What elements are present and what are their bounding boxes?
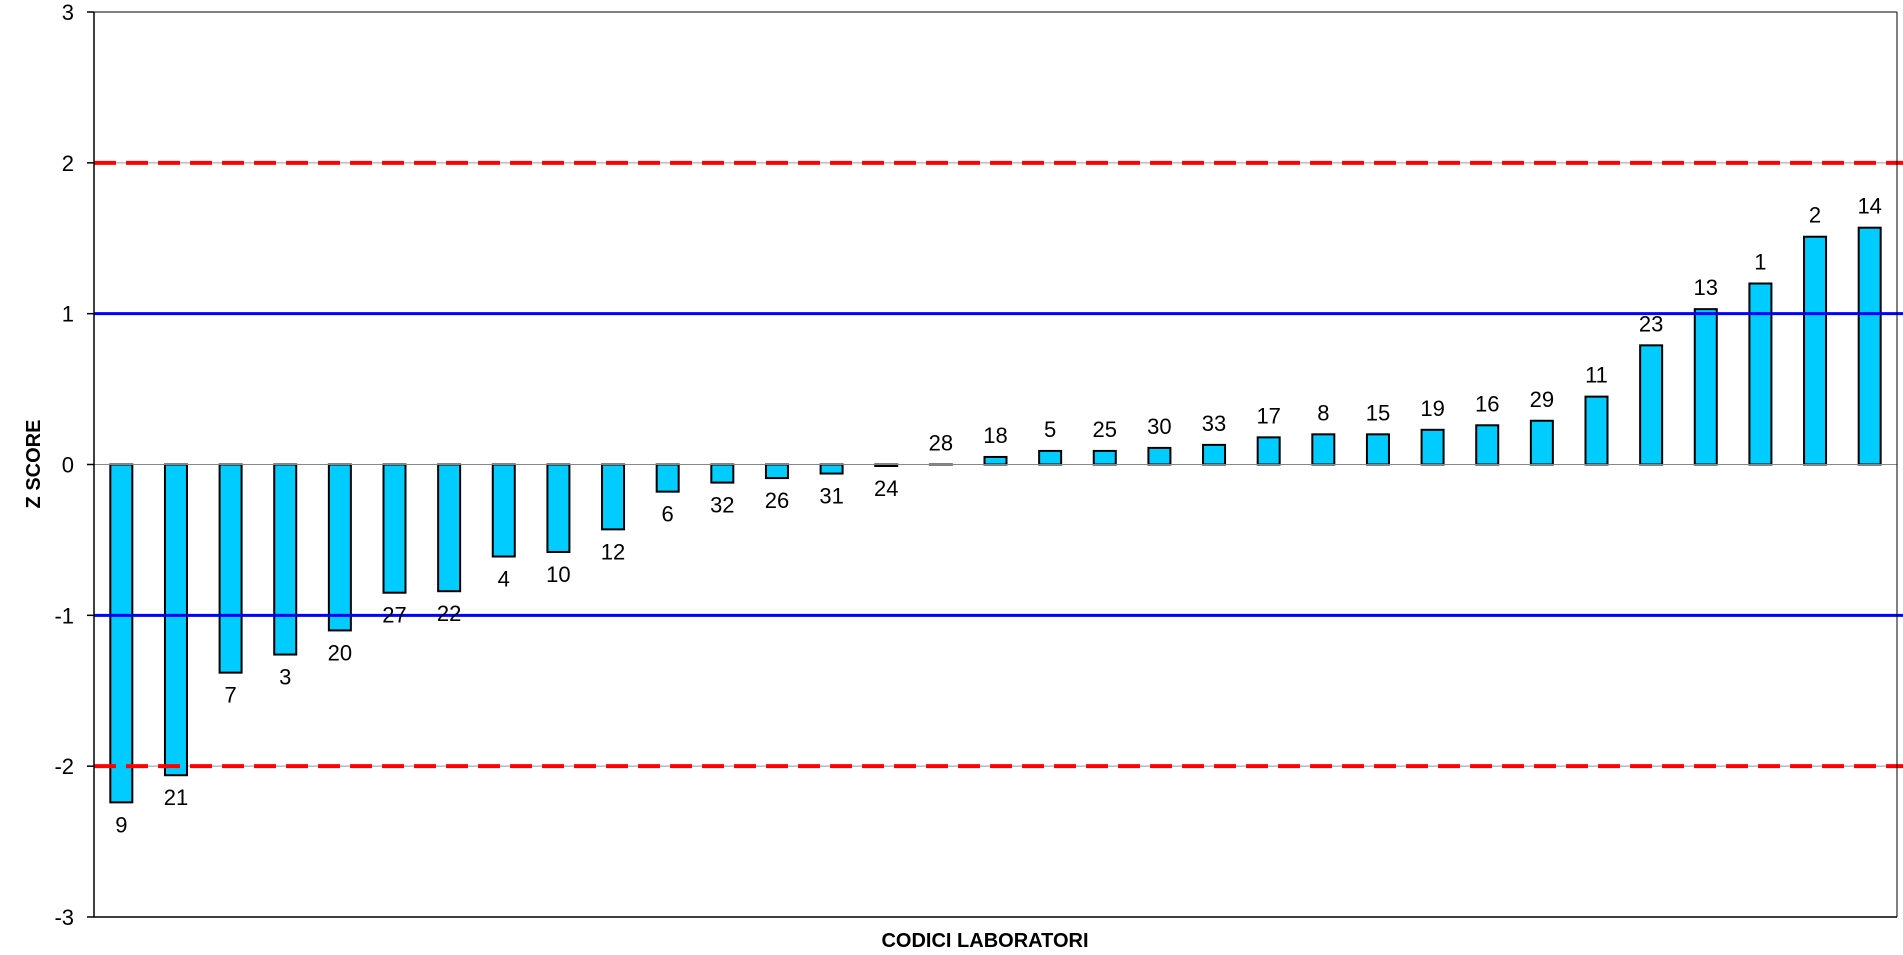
bar <box>601 463 626 531</box>
bar <box>491 463 516 558</box>
bar-label: 33 <box>1202 411 1226 436</box>
bar-label: 2 <box>1809 203 1821 228</box>
bar <box>382 463 407 594</box>
bar <box>1365 433 1390 466</box>
bar-label: 20 <box>328 640 352 665</box>
x-axis-title: CODICI LABORATORI <box>881 930 1088 952</box>
y-tick-label: 2 <box>62 151 74 176</box>
bar-label: 8 <box>1317 400 1329 425</box>
bar <box>1147 446 1172 466</box>
bar-label: 6 <box>662 502 674 527</box>
bar-label: 28 <box>929 431 953 456</box>
y-tick-label: -2 <box>54 754 74 779</box>
bar-label: 16 <box>1475 391 1499 416</box>
bar <box>655 463 680 493</box>
bar-label: 15 <box>1366 400 1390 425</box>
bar-label: 23 <box>1639 311 1663 336</box>
y-tick-label: 3 <box>62 0 74 25</box>
bar-label: 12 <box>601 539 625 564</box>
bar <box>819 463 844 475</box>
bar-label: 31 <box>819 484 843 509</box>
bar-label: 32 <box>710 493 734 518</box>
bar <box>1584 395 1609 466</box>
bar-label: 14 <box>1857 194 1881 219</box>
bar-label: 27 <box>382 603 406 628</box>
bar <box>163 463 188 777</box>
bar <box>218 463 243 674</box>
bar-label: 4 <box>498 567 510 592</box>
y-tick-label: -1 <box>54 603 74 628</box>
bar <box>1202 443 1227 466</box>
bar <box>1803 235 1828 466</box>
bar <box>1857 226 1882 466</box>
bar-label: 10 <box>546 562 570 587</box>
bars <box>109 226 1882 804</box>
y-tick-label: 0 <box>62 453 74 478</box>
bar-label: 22 <box>437 601 461 626</box>
bar <box>437 463 462 593</box>
bar <box>710 463 735 484</box>
bar <box>1693 308 1718 466</box>
y-tick-label: 1 <box>62 302 74 327</box>
bar <box>327 463 352 632</box>
bar-label: 11 <box>1585 363 1608 388</box>
bar-label: 24 <box>874 476 898 501</box>
bar-label: 1 <box>1754 250 1766 275</box>
bar-label: 5 <box>1044 417 1056 442</box>
bar <box>1092 449 1117 466</box>
bar <box>1748 282 1773 466</box>
bar <box>273 463 298 656</box>
bar-label: 3 <box>279 665 291 690</box>
bar-label: 29 <box>1530 387 1554 412</box>
bar <box>1639 344 1664 466</box>
bar-label: 19 <box>1420 396 1444 421</box>
bar <box>1529 419 1554 466</box>
y-axis-title: Z SCORE <box>23 420 45 509</box>
bar <box>1256 436 1281 466</box>
bar <box>1038 449 1063 466</box>
bar-label: 7 <box>224 683 236 708</box>
reference-lines <box>94 160 1903 769</box>
bar-label: 21 <box>164 785 188 810</box>
y-tick-label: -3 <box>54 905 74 930</box>
bar-label: 25 <box>1093 417 1117 442</box>
bar-label: 9 <box>115 812 127 837</box>
bar-label: 13 <box>1694 275 1718 300</box>
bar <box>1311 433 1336 466</box>
bar <box>983 455 1008 466</box>
bar <box>764 463 789 480</box>
bar <box>1475 424 1500 466</box>
bar-label: 18 <box>983 423 1007 448</box>
bar <box>546 463 571 553</box>
bar <box>109 463 134 804</box>
bar-label: 17 <box>1256 403 1280 428</box>
bar <box>1420 428 1445 466</box>
bar-label: 26 <box>765 488 789 513</box>
bar-label: 30 <box>1147 414 1171 439</box>
